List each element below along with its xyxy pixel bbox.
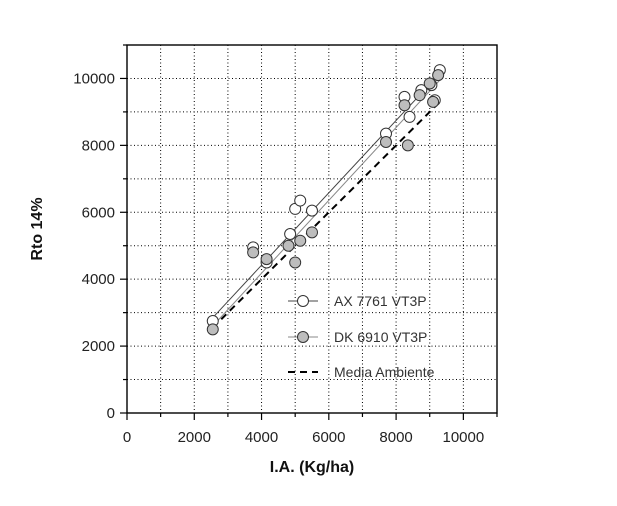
y-tick-label: 4000 [82, 271, 115, 288]
series-fit-line [212, 73, 441, 318]
data-point-filled [413, 89, 426, 102]
legend-swatch-marker [297, 331, 309, 343]
data-point-filled [289, 256, 302, 269]
data-point-open [284, 228, 297, 241]
data-point-filled [427, 95, 440, 108]
data-point-filled [206, 323, 219, 336]
series-fit-line [212, 79, 441, 327]
data-point-filled [294, 234, 307, 247]
data-point-filled [432, 69, 445, 82]
data-point-filled [401, 139, 414, 152]
data-point-open [403, 110, 416, 123]
legend-label: AX 7761 VT3P [334, 293, 427, 309]
legend-swatch-marker [297, 295, 309, 307]
data-point-filled [380, 136, 392, 149]
data-point-filled [282, 239, 295, 252]
y-tick-label: 10000 [73, 70, 115, 87]
x-tick-label: 0 [123, 429, 131, 446]
axes: 0 2000 4000 6000 8000 10000 0 2000 4000 6000 8000 1… [73, 44, 498, 446]
legend-label: DK 6910 VT3P [334, 329, 427, 345]
x-axis-title: I.A. (Kg/ha) [270, 459, 354, 476]
legend: AX 7761 VT3P DK 6910 VT3P Media Ambiente [288, 293, 435, 380]
y-tick-label: 8000 [82, 137, 115, 154]
data-point-open [306, 204, 318, 217]
y-axis-title: Rto 14% [29, 197, 46, 260]
x-tick-label: 2000 [178, 429, 211, 446]
x-tick-label: 8000 [379, 429, 412, 446]
series-line-media-ambiente [212, 101, 441, 329]
plot-frame [126, 44, 498, 414]
x-tick-label: 10000 [443, 429, 485, 446]
y-tick-label: 0 [107, 405, 115, 422]
data-point-filled [247, 246, 260, 259]
data-point-filled [260, 253, 273, 266]
x-tick-label: 6000 [312, 429, 345, 446]
y-tick-label: 6000 [82, 204, 115, 221]
data-point-filled [306, 226, 318, 239]
x-tick-label: 4000 [245, 429, 278, 446]
data-point-open [294, 194, 307, 207]
y-tick-label: 2000 [82, 338, 115, 355]
data-point-filled [423, 77, 436, 90]
series-layer [206, 64, 446, 336]
data-point-filled [398, 99, 411, 112]
legend-label: Media Ambiente [334, 364, 435, 380]
